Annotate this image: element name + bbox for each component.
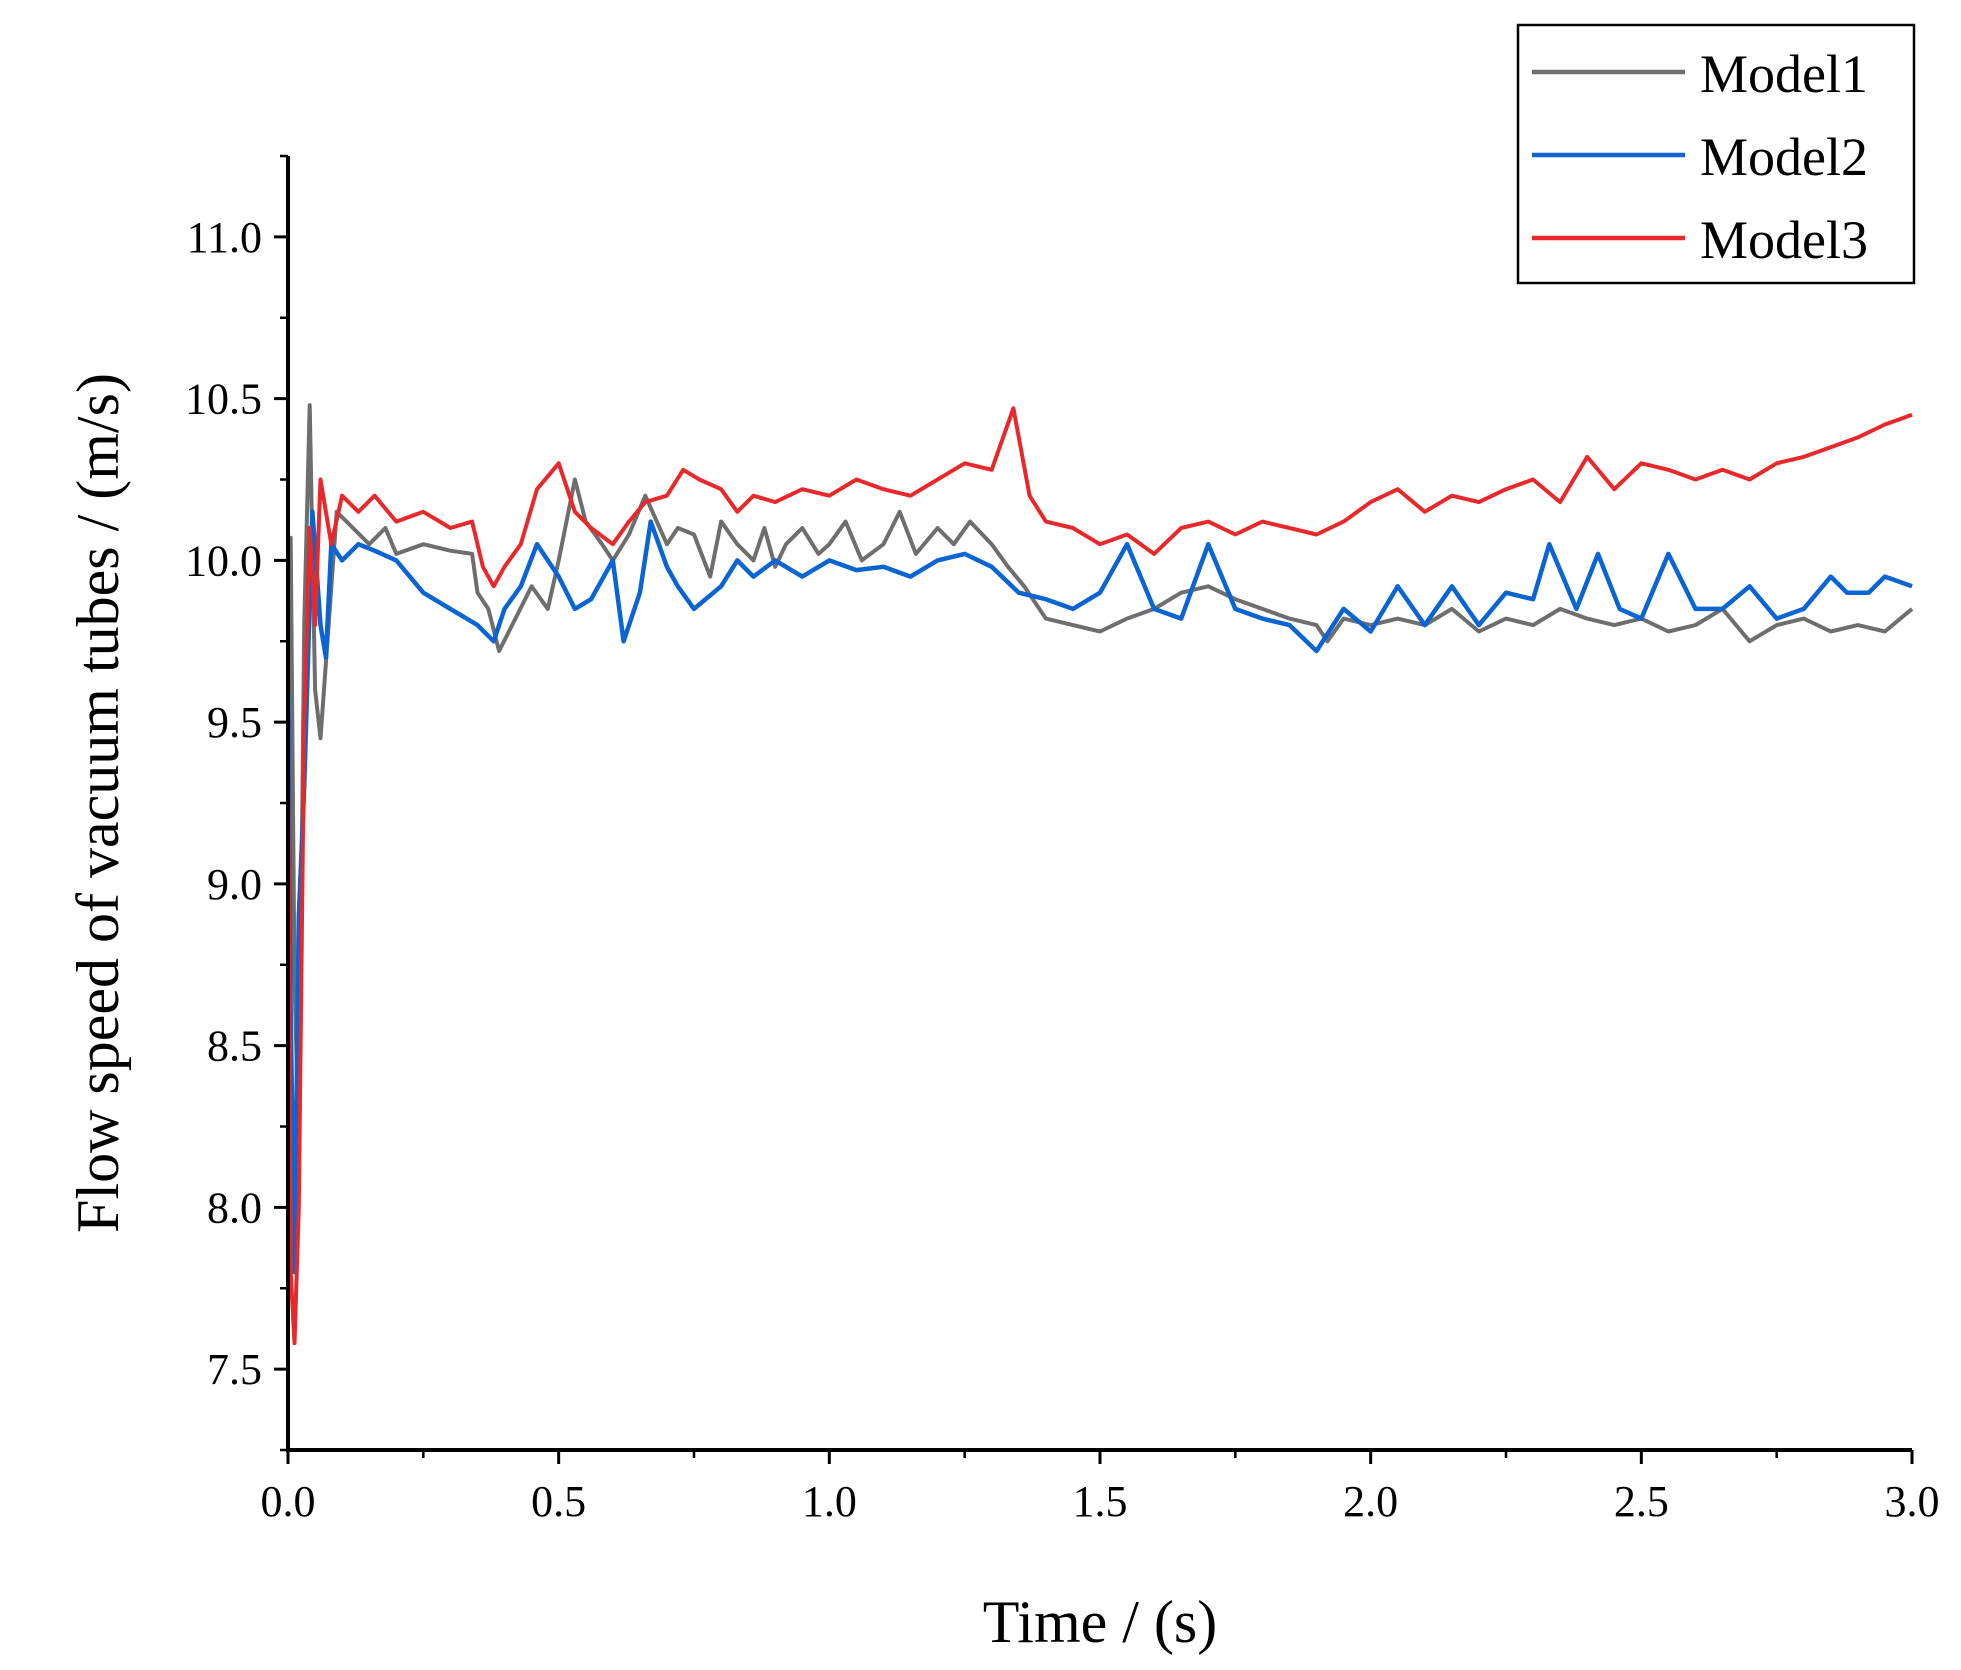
legend-label-model1: Model1 <box>1700 44 1868 104</box>
x-tick-label: 1.0 <box>802 1477 857 1526</box>
y-tick-label: 10.0 <box>185 536 262 585</box>
x-tick-label: 3.0 <box>1885 1477 1940 1526</box>
y-tick-label: 11.0 <box>187 213 262 262</box>
legend-label-model3: Model3 <box>1700 210 1868 270</box>
y-ticks: 7.5 8.0 8.5 9.0 9.5 10.0 10.5 11.0 <box>185 154 288 1452</box>
y-tick-label: 10.5 <box>185 375 262 424</box>
x-tick-label: 1.5 <box>1073 1477 1128 1526</box>
y-axis-title: Flow speed of vacuum tubes / (m/s) <box>65 373 131 1233</box>
x-tick-label: 0.0 <box>261 1477 316 1526</box>
y-tick-label: 9.0 <box>207 860 262 909</box>
x-tick-label: 2.0 <box>1343 1477 1398 1526</box>
series-line-model2 <box>288 509 1913 1275</box>
x-tick-label: 2.5 <box>1614 1477 1669 1526</box>
y-tick-label: 8.5 <box>207 1022 262 1071</box>
x-tick-label: 0.5 <box>531 1477 586 1526</box>
series-line-model3 <box>288 406 1913 1346</box>
legend-label-model2: Model2 <box>1700 127 1868 187</box>
series-layer <box>288 403 1914 1346</box>
y-tick-label: 9.5 <box>207 698 262 747</box>
x-axis-title: Time / (s) <box>983 1589 1218 1655</box>
series-line-model1 <box>288 403 1914 1145</box>
x-ticks: 0.0 0.5 1.0 1.5 2.0 2.5 3.0 <box>261 1450 1940 1526</box>
legend: Model1 Model2 Model3 <box>1516 23 1916 285</box>
y-tick-label: 8.0 <box>207 1183 262 1232</box>
y-tick-label: 7.5 <box>207 1345 262 1394</box>
